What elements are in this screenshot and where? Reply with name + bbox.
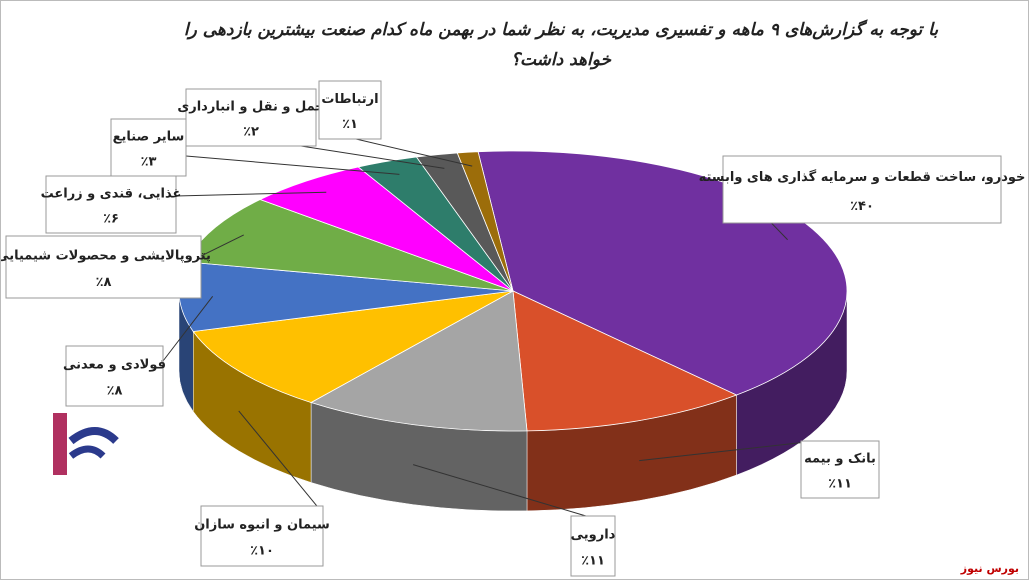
leader-line (355, 138, 473, 167)
leader-line (185, 155, 400, 175)
value-label: ٪۱ (342, 117, 358, 132)
watermark: بورس نیوز (960, 562, 1019, 575)
label-box (318, 80, 382, 140)
slice (259, 166, 514, 292)
label-box (570, 515, 616, 577)
category-label: ارتباطات (321, 92, 378, 107)
category-label: خودرو، ساخت قطعات و سرمایه گذاری های واب… (699, 169, 1026, 185)
leader-line (162, 295, 214, 362)
category-label: بانک و بیمه (804, 452, 876, 467)
slice (456, 151, 514, 292)
value-label: ٪۸ (96, 275, 112, 290)
value-label: ٪۴۰ (850, 199, 874, 214)
category-label: حمل و نقل و انبارداری (177, 100, 324, 115)
label-box (800, 440, 880, 499)
leader-line (412, 464, 587, 517)
category-label: سیمان و انبوه سازان (194, 518, 330, 533)
category-label: سایر صنایع (113, 130, 185, 145)
slice (310, 290, 528, 432)
label-box (722, 155, 1002, 224)
slice (192, 290, 514, 403)
label-box (5, 235, 202, 299)
label-box (200, 505, 324, 567)
label-box (45, 175, 177, 234)
label-box (110, 118, 187, 177)
value-label: ٪۱۱ (828, 476, 852, 491)
label-box (65, 345, 164, 407)
logo (53, 413, 119, 475)
logo-bar (53, 413, 67, 475)
value-label: ٪۳ (141, 154, 157, 169)
logo-arc (68, 427, 119, 445)
leader-line (175, 191, 327, 197)
category-label: دارویی (571, 528, 616, 543)
slice (512, 290, 738, 432)
category-label: غذایی، قندی و زراعت (41, 187, 182, 202)
leader-line (639, 440, 817, 462)
label-box (185, 88, 317, 147)
value-label: ٪۱۰ (250, 544, 274, 559)
value-label: ٪۶ (103, 211, 119, 226)
category-label: پتروپالایشی و محصولات شیمیایی (1, 248, 211, 263)
leader-line (200, 234, 244, 257)
logo-arc (68, 445, 106, 459)
value-label: ٪۲ (243, 124, 259, 139)
value-label: ٪۱۱ (581, 554, 605, 569)
chart-title: با توجه به گزارش‌های ۹ ماهه و تفسیری مدی… (183, 20, 939, 70)
leader-line (300, 145, 445, 169)
category-label: فولادی و معدنی (63, 358, 166, 373)
value-label: ٪۸ (107, 384, 123, 399)
leader-line (238, 410, 322, 512)
